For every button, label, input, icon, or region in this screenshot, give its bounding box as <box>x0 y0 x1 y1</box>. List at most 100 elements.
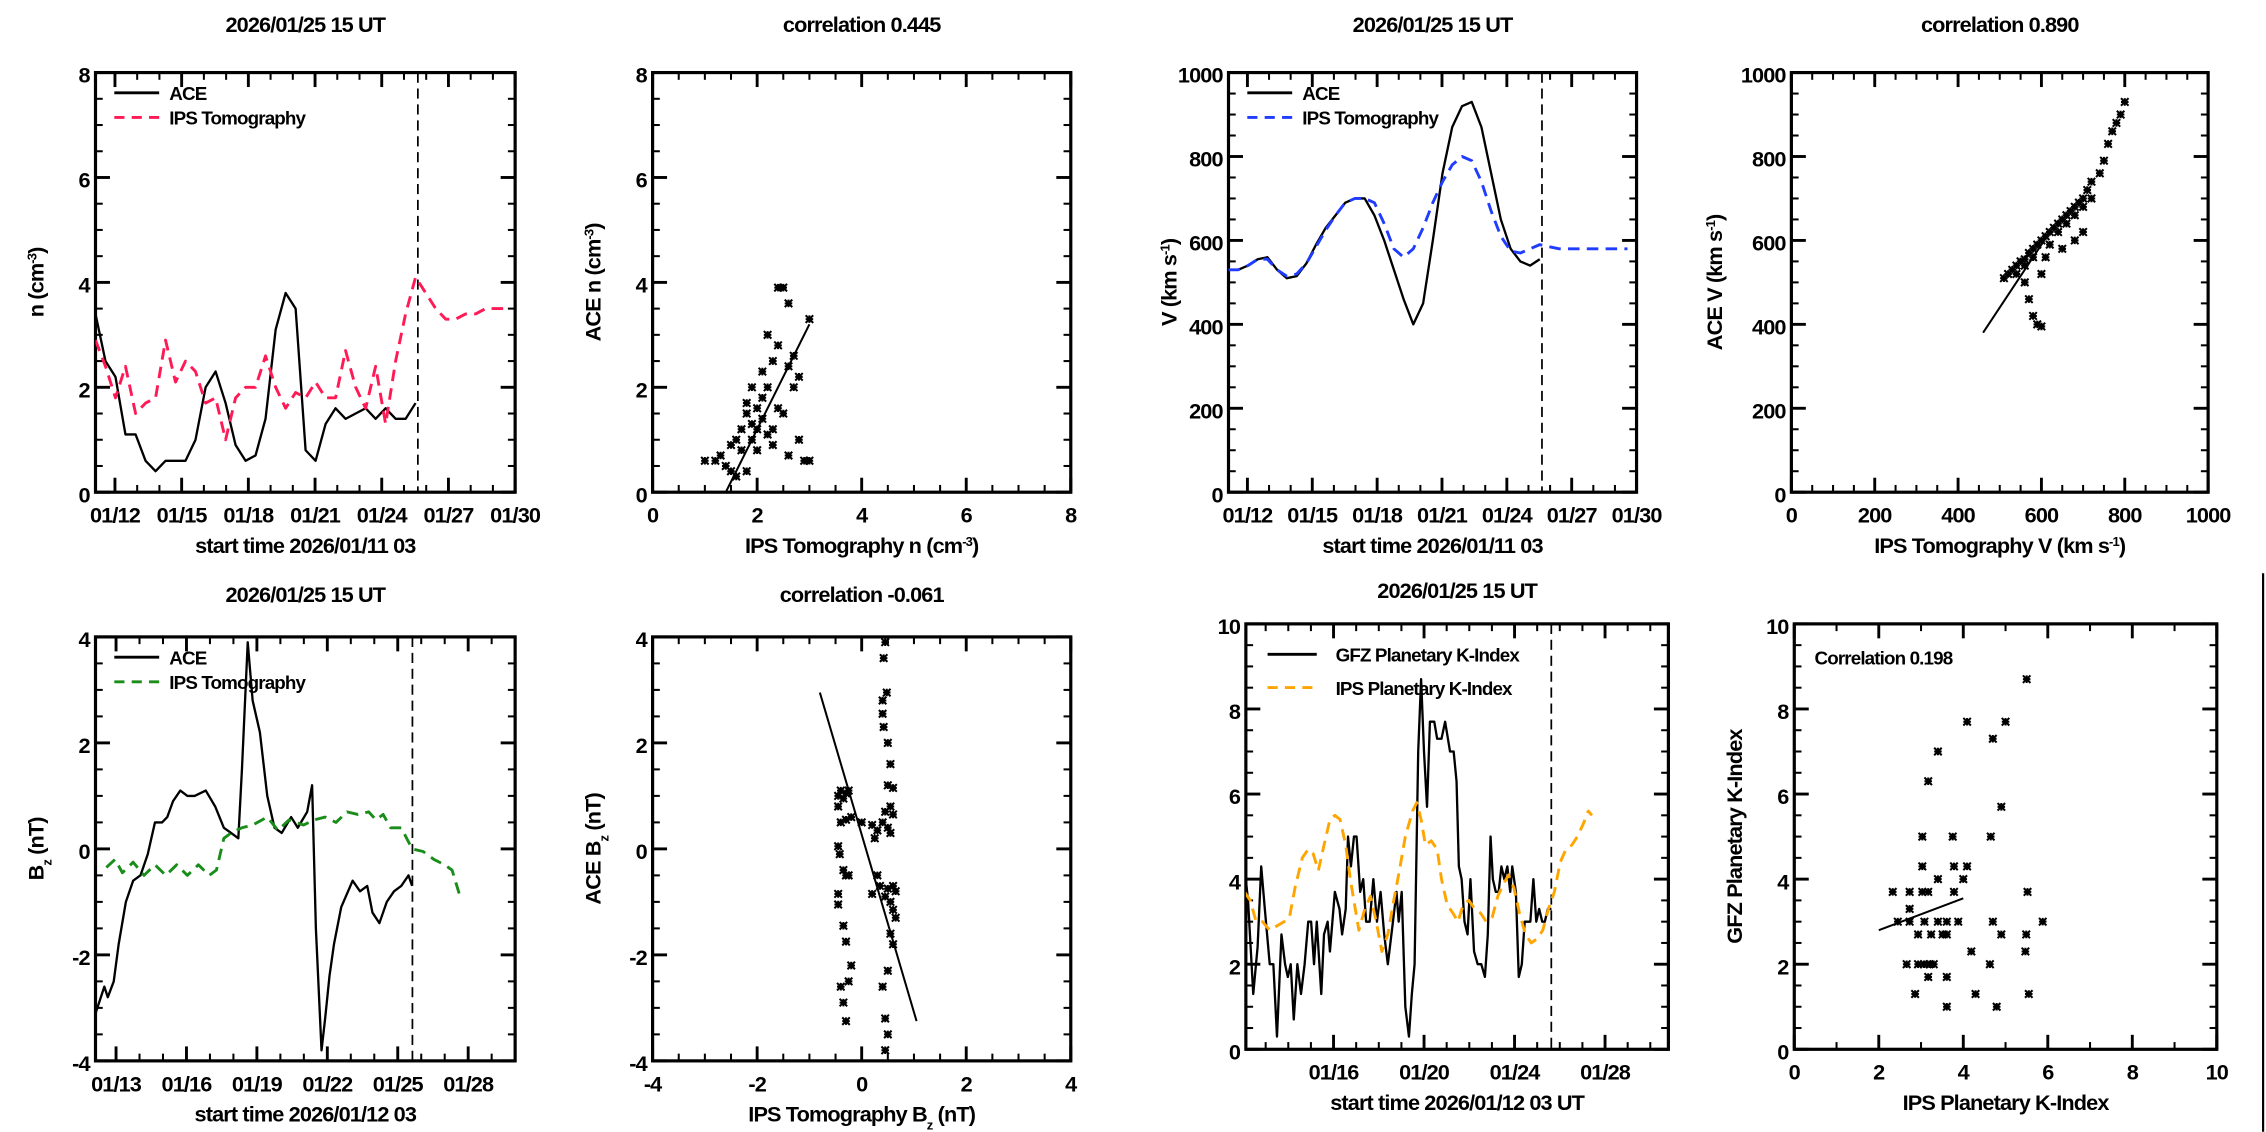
x-tick-label: 4 <box>856 503 868 528</box>
series-line-ips-planetary-k-index <box>1245 801 1594 953</box>
scatter-point <box>2016 256 2026 266</box>
x-tick-label: 2 <box>961 1071 973 1096</box>
scatter-point <box>880 1045 890 1055</box>
scatter-point <box>757 367 767 377</box>
x-axis-label-part: IPS Tomography B <box>748 1102 927 1127</box>
x-axis-label: start time 2026/01/11 03 <box>1322 533 1543 558</box>
y-tick-label: 0 <box>1229 1039 1241 1064</box>
scatter-point <box>838 794 848 804</box>
scatter-point <box>2086 177 2096 187</box>
scatter-point <box>2028 244 2038 254</box>
y-axis-label-part: -3 <box>581 229 596 239</box>
plot-area <box>818 637 918 1055</box>
scatter-point <box>2116 110 2126 120</box>
x-tick-label: 4 <box>1065 1071 1077 1096</box>
y-tick-label: 10 <box>1218 614 1241 639</box>
y-tick-label: 0 <box>79 482 91 507</box>
scatter-point <box>1988 917 1998 927</box>
scatter-point <box>2003 269 2013 279</box>
y-tick-label: 6 <box>1229 784 1241 809</box>
scatter-point <box>1953 917 1963 927</box>
y-tick-label: 6 <box>636 168 648 193</box>
plot-frame <box>1244 622 1670 1051</box>
scatter-point <box>1917 832 1927 842</box>
scatter-point <box>841 937 851 947</box>
legend-label: ACE <box>169 83 206 104</box>
y-axis-label-part: -1 <box>1157 244 1172 254</box>
legend-label: IPS Tomography <box>169 108 306 129</box>
series-line-ace <box>95 641 414 1052</box>
y-tick-label: 8 <box>79 63 91 88</box>
scatter-point <box>2011 269 2021 279</box>
scatter-point <box>2036 321 2046 331</box>
y-tick-label: 400 <box>1189 314 1223 339</box>
x-tick-label: 01/19 <box>232 1071 283 1096</box>
regression-fit-line <box>1878 897 1964 932</box>
scatter-point <box>742 466 752 476</box>
scatter-point <box>2024 248 2034 258</box>
scatter-point <box>747 382 757 392</box>
scatter-point <box>875 881 885 891</box>
scatter-point <box>742 398 752 408</box>
scatter-point <box>2095 168 2105 178</box>
x-tick-label: 01/21 <box>290 503 341 528</box>
x-tick-label: 6 <box>961 503 973 528</box>
scatter-point <box>1910 989 1920 999</box>
series-line-gfz-planetary-k-index <box>1245 677 1552 1038</box>
scatter-point <box>1948 832 1958 842</box>
y-tick-label: 1000 <box>1178 63 1224 88</box>
scatter-point <box>726 466 736 476</box>
x-tick-label: 0 <box>856 1071 868 1096</box>
scatter-point <box>700 456 710 466</box>
scatter-point <box>867 820 877 830</box>
legend: ACE IPS Tomography <box>114 83 307 129</box>
scatter-point <box>878 817 888 827</box>
scatter-point <box>2041 231 2051 241</box>
x-tick-label: 200 <box>1858 503 1892 528</box>
y-axis-label-part: z <box>39 859 54 866</box>
y-axis-label-part: ) <box>1702 214 1727 221</box>
scatter-point <box>2053 219 2063 229</box>
x-tick-label: 10 <box>2206 1060 2229 1085</box>
x-tick-label: -2 <box>748 1071 766 1096</box>
x-axis-label-part: start time 2026/01/11 03 <box>1322 533 1543 558</box>
scatter-point <box>835 849 845 859</box>
axis-ticks <box>651 71 1073 494</box>
y-tick-label: 8 <box>636 63 648 88</box>
y-tick-label: 200 <box>1752 398 1786 423</box>
x-tick-label: 01/22 <box>302 1071 353 1096</box>
legend: ACE IPS Tomography <box>114 647 307 693</box>
plot-frame <box>1789 70 2210 494</box>
scatter-point <box>768 424 778 434</box>
plot-frame <box>651 635 1073 1063</box>
plot-area <box>1228 72 1628 493</box>
y-tick-label: 6 <box>1777 784 1789 809</box>
scatter-point <box>1905 904 1915 914</box>
scatter-point <box>857 817 867 827</box>
scatter-point <box>888 783 898 793</box>
scatter-point <box>757 393 767 403</box>
x-tick-label: 01/13 <box>91 1071 142 1096</box>
scatter-point <box>768 356 778 366</box>
scatter-point <box>880 892 890 902</box>
y-axis-label-part: ACE B <box>581 841 606 904</box>
plot-area <box>700 283 814 493</box>
legend-label: IPS Tomography <box>169 672 306 693</box>
x-tick-label: 2 <box>1873 1060 1885 1085</box>
scatter-point <box>844 976 854 986</box>
x-tick-label: 8 <box>1065 503 1077 528</box>
scatter-point <box>1917 861 1927 871</box>
y-tick-label: -2 <box>629 945 647 970</box>
y-tick-label: 2 <box>636 377 648 402</box>
scatter-point <box>736 445 746 455</box>
x-axis-label-part: IPS Planetary K-Index <box>1903 1090 2110 1115</box>
scatter-point <box>1905 917 1915 927</box>
y-tick-label: 2 <box>79 377 91 402</box>
scatter-point <box>794 435 804 445</box>
y-tick-label: 2 <box>1777 954 1789 979</box>
plot-frame <box>93 635 517 1063</box>
scatter-point <box>2070 235 2080 245</box>
scatter-point <box>2032 240 2042 250</box>
scatter-point <box>736 424 746 434</box>
x-tick-label: 01/18 <box>1352 503 1403 528</box>
